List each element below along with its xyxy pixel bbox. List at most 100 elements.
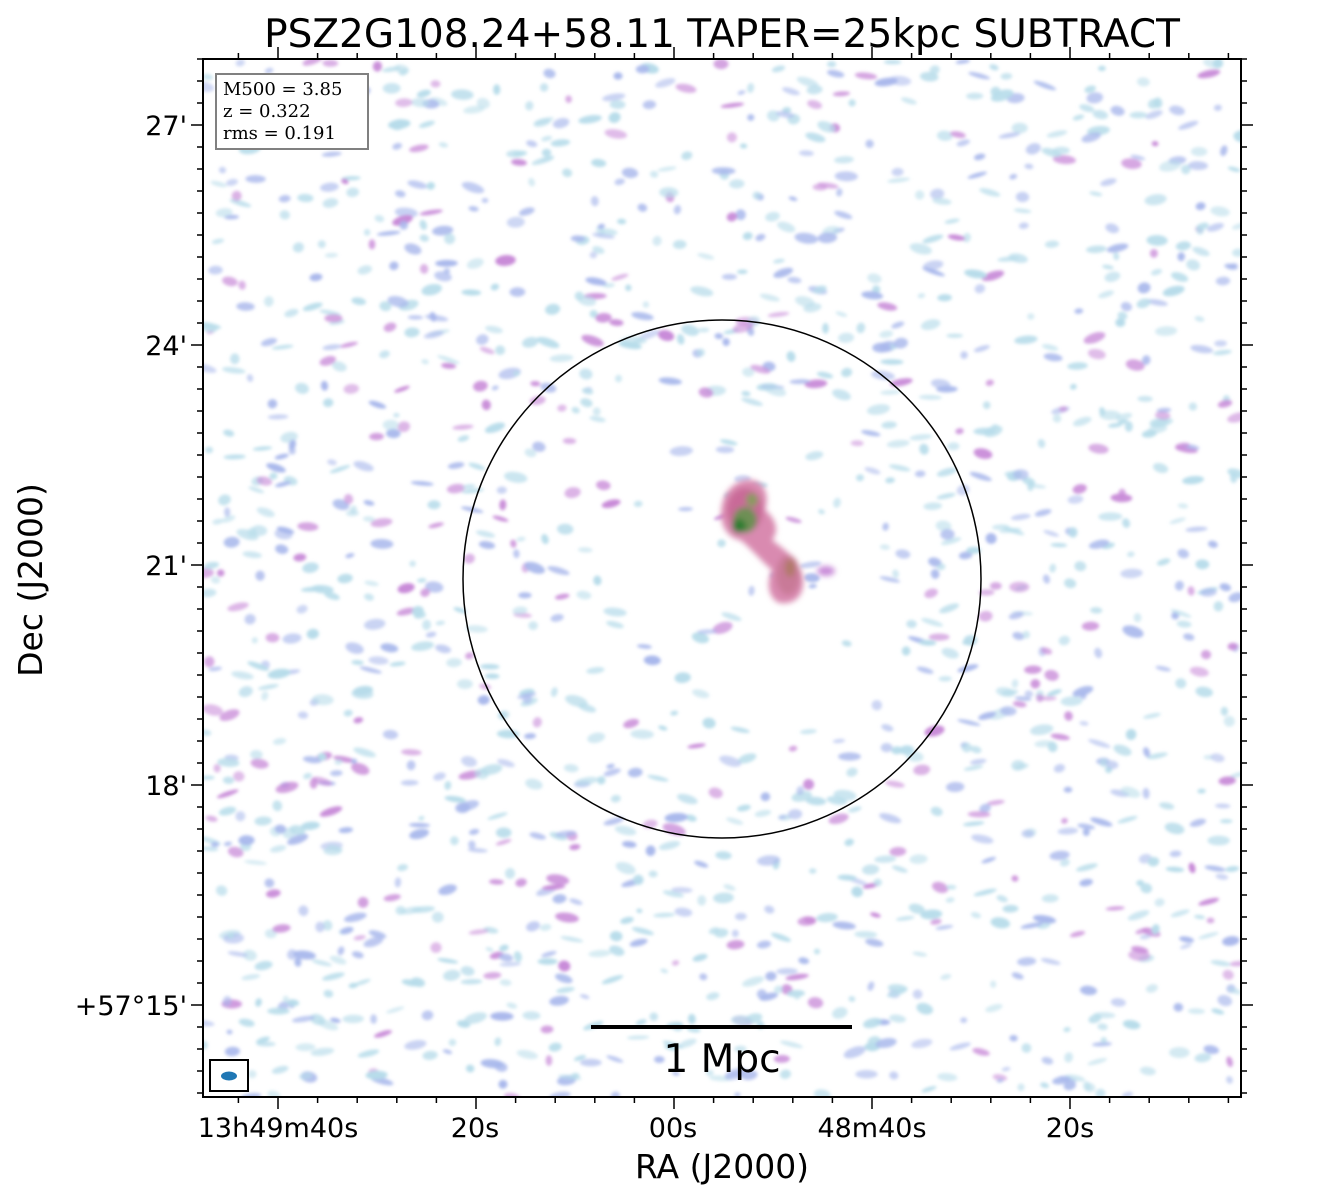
noise-blob [633,338,647,344]
noise-blob [918,394,942,400]
noise-blob [1127,910,1150,921]
noise-blob [250,749,263,760]
noise-blob [552,894,567,904]
noise-blob [541,148,552,157]
noise-blob [940,973,952,980]
noise-blob [836,188,843,197]
noise-blob [235,59,246,67]
noise-blob [850,440,864,447]
noise-blob [423,330,444,339]
noise-blob [504,868,516,879]
noise-blob [1069,931,1086,938]
noise-blob [411,98,430,108]
noise-blob [272,924,291,933]
noise-blob [1105,223,1120,234]
beam-ellipse-icon [221,1071,237,1081]
noise-blob [208,265,223,275]
noise-blob [1002,904,1019,913]
noise-blob [914,470,926,478]
noise-blob [1058,406,1068,412]
noise-blob [885,780,905,788]
noise-blob [466,258,484,269]
noise-blob [1218,776,1236,786]
noise-blob [571,1072,580,1079]
noise-blob [597,223,605,229]
noise-blob [319,806,343,817]
noise-blob [431,911,444,923]
noise-blob [776,111,795,118]
noise-blob [620,916,634,924]
noise-blob [393,412,400,418]
noise-blob [936,130,953,141]
noise-blob [1127,551,1135,558]
noise-blob [203,775,215,780]
noise-blob [1177,252,1186,262]
noise-blob [1024,690,1034,698]
noise-blob [908,903,925,914]
noise-blob [522,336,539,348]
noise-blob [271,1065,289,1074]
noise-blob [223,429,235,437]
noise-blob [1211,1008,1225,1015]
noise-blob [697,895,707,906]
noise-blob [671,887,693,893]
noise-blob [832,921,856,930]
noise-blob [912,951,928,957]
noise-blob [1044,240,1060,248]
noise-blob [364,580,379,586]
noise-blob [238,835,255,846]
noise-blob [778,814,787,820]
noise-blob [672,1071,680,1076]
noise-blob [827,69,845,78]
noise-blob [742,232,753,241]
noise-blob [1177,503,1189,509]
noise-blob [1120,302,1132,312]
noise-blob [1072,685,1094,697]
noise-blob [750,364,771,374]
noise-blob [269,472,278,480]
noise-blob [950,131,966,138]
noise-blob [499,499,507,511]
source-emission [721,479,835,604]
noise-blob [672,239,687,250]
noise-blob [430,942,442,953]
noise-blob [242,949,257,961]
noise-blob [776,967,798,975]
noise-blob [990,86,1001,97]
noise-blob [1034,740,1054,748]
noise-blob [658,725,668,731]
noise-blob [601,499,621,508]
noise-blob [433,772,446,781]
noise-blob [591,158,607,168]
noise-blob [422,1050,438,1060]
noise-blob [444,233,456,245]
noise-blob [848,996,856,1002]
noise-blob [264,878,275,888]
noise-blob [986,799,1005,806]
noise-blob [420,588,430,597]
noise-blob [813,285,827,294]
noise-blob [609,100,626,110]
noise-blob [698,387,714,398]
noise-blob [752,191,762,200]
noise-blob [1046,689,1062,697]
noise-blob [522,694,533,704]
noise-blob [765,971,777,981]
noise-blob [1149,249,1158,258]
noise-blob [601,975,624,985]
noise-blob [891,321,905,329]
noise-blob [324,314,343,323]
noise-blob [296,604,308,614]
noise-blob [614,178,625,186]
noise-blob [435,644,452,654]
noise-blob [730,1015,753,1026]
noise-blob [575,776,599,786]
noise-blob [1000,706,1017,716]
noise-blob [1207,540,1218,548]
noise-blob [1222,969,1234,980]
noise-blob [460,966,475,976]
noise-blob [442,1049,453,1055]
noise-blob [922,267,945,277]
noise-blob [841,640,852,647]
noise-blob [843,1046,866,1059]
